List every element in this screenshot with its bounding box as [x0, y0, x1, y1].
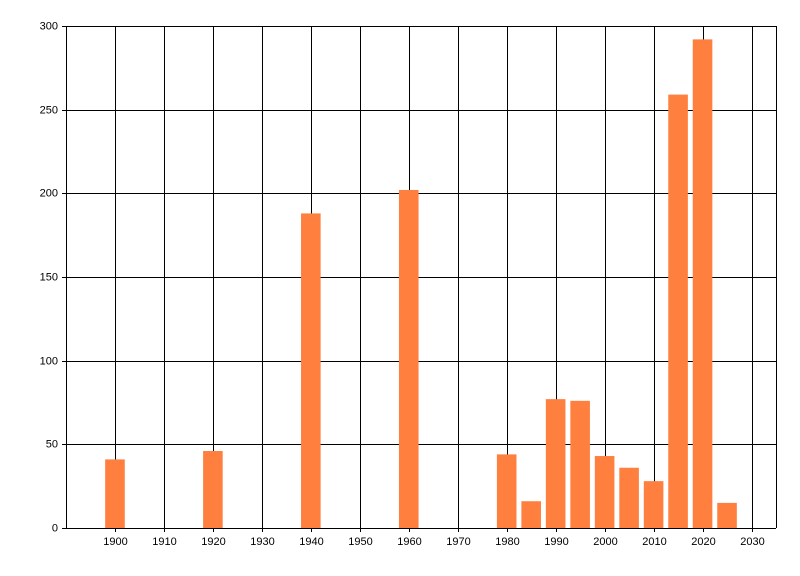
- x-tick-label: 1970: [446, 536, 470, 548]
- x-tick-label: 1950: [348, 536, 372, 548]
- x-tick-label: 1900: [103, 536, 127, 548]
- bar: [668, 94, 688, 529]
- x-tick-label: 1980: [495, 536, 519, 548]
- y-tick-label: 50: [46, 438, 58, 450]
- bar: [398, 189, 419, 528]
- y-tick-label: 250: [40, 104, 58, 116]
- x-tick-label: 2030: [740, 536, 764, 548]
- bar: [521, 501, 541, 528]
- bar: [301, 213, 321, 528]
- y-tick-label: 150: [40, 271, 58, 283]
- y-tick-label: 100: [40, 355, 58, 367]
- bar: [643, 481, 664, 528]
- bar: [594, 456, 615, 528]
- x-tick-label: 1990: [544, 536, 568, 548]
- x-tick-label: 1920: [201, 536, 225, 548]
- x-tick-label: 1930: [250, 536, 274, 548]
- x-tick-label: 2000: [593, 536, 617, 548]
- bar: [619, 467, 639, 528]
- bar: [717, 502, 737, 528]
- bar: [570, 400, 590, 528]
- bar: [692, 39, 713, 529]
- x-tick-label: 1940: [299, 536, 323, 548]
- bar: [545, 399, 566, 528]
- x-tick-label: 2010: [642, 536, 666, 548]
- x-tick-label: 1960: [397, 536, 421, 548]
- y-tick-label: 200: [40, 187, 58, 199]
- x-tick-label: 1910: [152, 536, 176, 548]
- y-tick-label: 0: [52, 522, 58, 534]
- bar: [105, 459, 125, 528]
- x-tick-label: 2020: [691, 536, 715, 548]
- bar: [203, 451, 223, 528]
- bar: [496, 454, 517, 528]
- y-tick-label: 300: [40, 20, 58, 32]
